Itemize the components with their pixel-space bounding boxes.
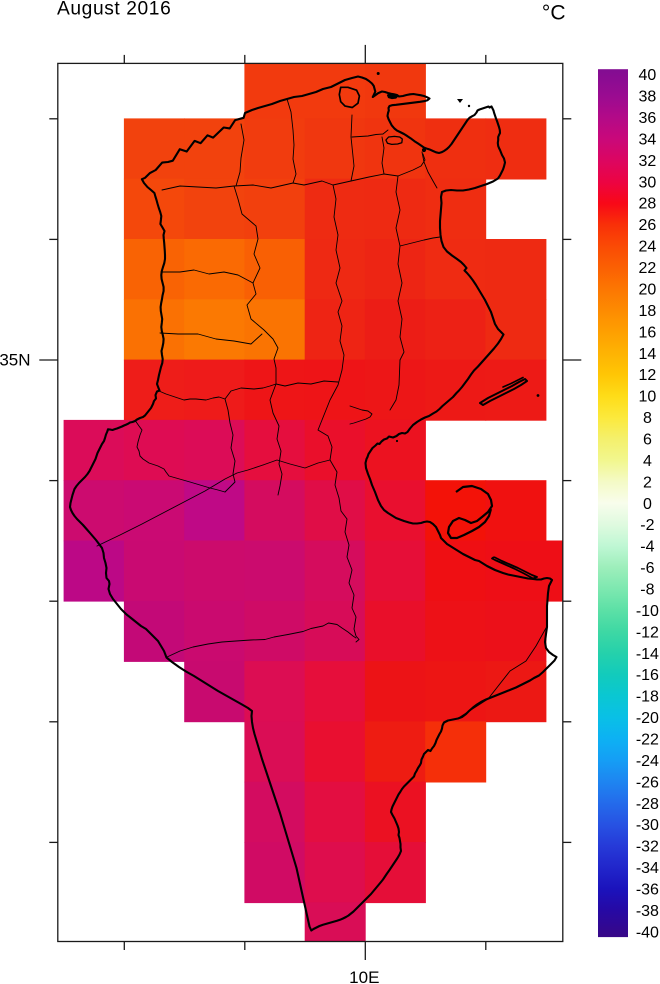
svg-text:-40: -40 (636, 924, 659, 941)
svg-text:-28: -28 (636, 796, 659, 813)
svg-text:-36: -36 (636, 882, 659, 899)
svg-text:22: 22 (639, 260, 657, 277)
svg-text:6: 6 (643, 432, 652, 449)
svg-text:18: 18 (639, 303, 657, 320)
svg-text:-18: -18 (636, 689, 659, 706)
svg-text:36: 36 (639, 110, 657, 127)
svg-text:34: 34 (639, 132, 657, 149)
svg-text:26: 26 (639, 217, 657, 234)
svg-text:28: 28 (639, 196, 657, 213)
svg-text:-12: -12 (636, 624, 659, 641)
svg-text:24: 24 (639, 239, 657, 256)
svg-text:August 2016: August 2016 (57, 0, 171, 19)
svg-text:40: 40 (639, 67, 657, 84)
svg-text:0: 0 (643, 496, 652, 513)
svg-text:2: 2 (643, 474, 652, 491)
svg-text:-22: -22 (636, 732, 659, 749)
svg-text:-10: -10 (636, 603, 659, 620)
svg-text:-8: -8 (640, 582, 654, 599)
svg-text:20: 20 (639, 282, 657, 299)
svg-text:10: 10 (639, 389, 657, 406)
svg-text:32: 32 (639, 153, 657, 170)
svg-text:4: 4 (643, 453, 652, 470)
svg-text:38: 38 (639, 89, 657, 106)
svg-text:-24: -24 (636, 753, 659, 770)
svg-text:-6: -6 (640, 560, 654, 577)
svg-text:10E: 10E (349, 968, 379, 984)
svg-text:-26: -26 (636, 774, 659, 791)
svg-text:-32: -32 (636, 839, 659, 856)
svg-text:14: 14 (639, 346, 657, 363)
svg-text:-14: -14 (636, 646, 659, 663)
svg-text:16: 16 (639, 324, 657, 341)
svg-text:8: 8 (643, 410, 652, 427)
svg-text:-20: -20 (636, 710, 659, 727)
svg-text:35N: 35N (0, 351, 31, 370)
svg-text:-38: -38 (636, 903, 659, 920)
svg-text:-2: -2 (640, 517, 654, 534)
svg-text:-30: -30 (636, 817, 659, 834)
svg-text:°C: °C (542, 2, 566, 25)
svg-text:-16: -16 (636, 667, 659, 684)
svg-text:-34: -34 (636, 860, 659, 877)
svg-text:30: 30 (639, 174, 657, 191)
svg-text:12: 12 (639, 367, 657, 384)
svg-text:-4: -4 (640, 539, 654, 556)
